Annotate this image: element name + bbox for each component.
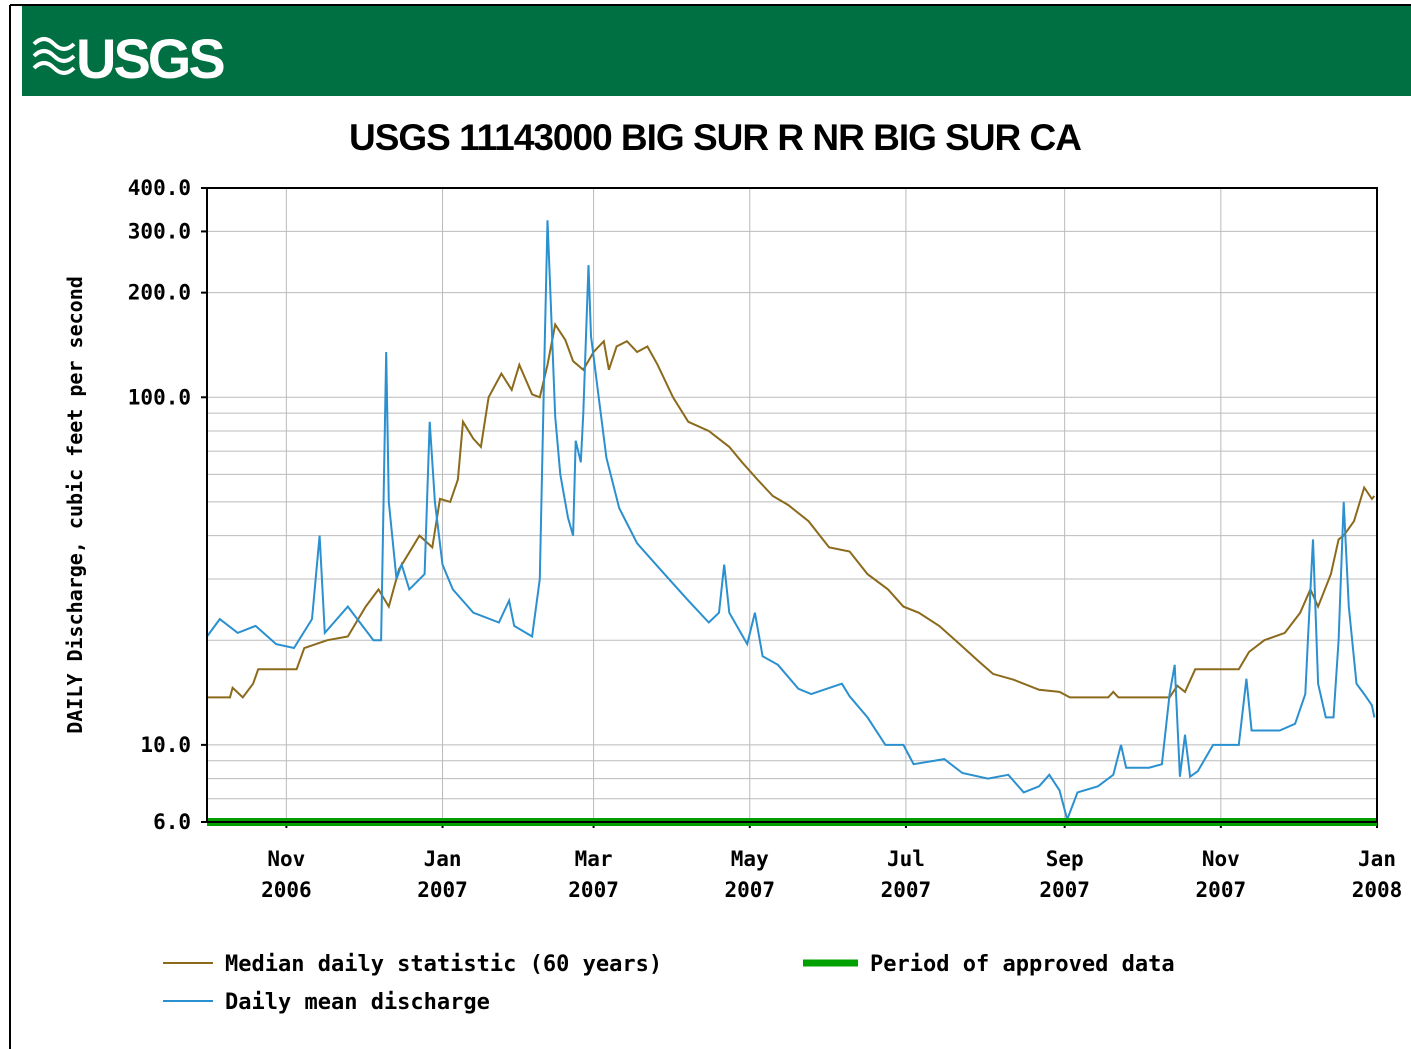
plot-frame	[206, 187, 1378, 823]
y-axis-label: DAILY Discharge, cubic feet per second	[63, 276, 87, 734]
x-tick-label: Nov 2006	[261, 847, 312, 902]
x-tick-label: Nov 2007	[1195, 847, 1247, 902]
chart-title: USGS 11143000 BIG SUR R NR BIG SUR CA	[349, 117, 1081, 158]
legend-label: Median daily statistic (60 years)	[225, 952, 662, 977]
x-tick-label: May 2007	[724, 847, 776, 902]
header-bar	[22, 6, 1411, 96]
x-tick-label: Mar 2007	[568, 847, 619, 902]
x-tick-label: Jul 2007	[880, 847, 932, 902]
y-tick-label: 300.0	[128, 219, 191, 243]
logo-waves	[32, 37, 76, 75]
x-tick-label: Sep 2007	[1039, 847, 1090, 902]
logo: USGS	[76, 27, 224, 90]
y-tick-label: 100.0	[128, 385, 191, 409]
series-line	[207, 321, 1376, 699]
y-tick-label: 6.0	[153, 810, 191, 834]
y-tick-label: 10.0	[140, 733, 191, 757]
y-tick-label: 400.0	[128, 176, 191, 200]
legend-label: Daily mean discharge	[225, 990, 490, 1015]
x-tick-label: Jan 2008	[1351, 847, 1403, 902]
series-line	[206, 220, 1376, 823]
legend-label: Period of approved data	[870, 952, 1175, 977]
x-tick-label: Jan 2007	[417, 847, 468, 902]
y-tick-label: 200.0	[128, 281, 191, 305]
